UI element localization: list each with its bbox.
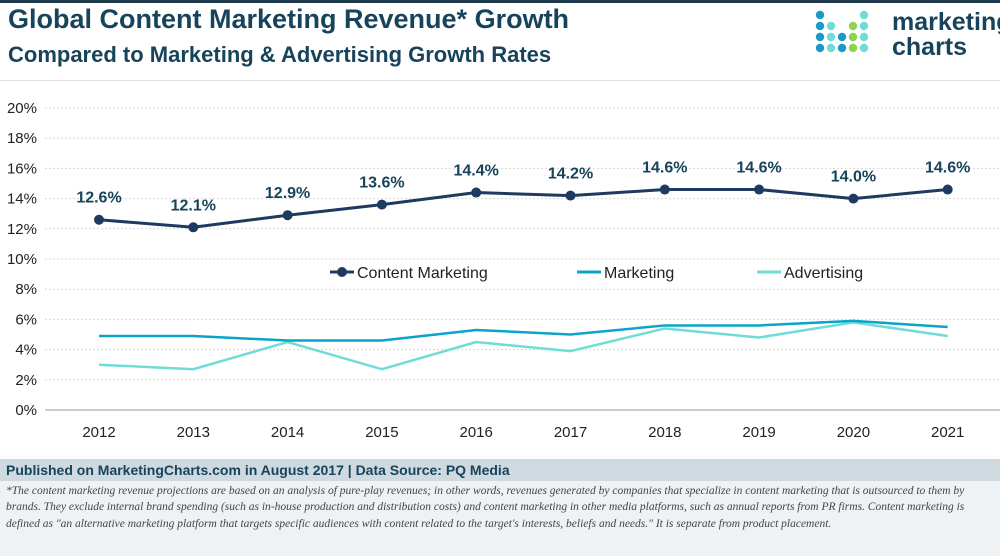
logo-dots-icon (815, 10, 869, 53)
data-point (659, 184, 670, 195)
x-tick-label: 2019 (742, 424, 775, 441)
legend-label: Marketing (604, 265, 674, 282)
data-point (282, 210, 293, 221)
y-tick-label: 16% (7, 160, 37, 177)
data-point (471, 187, 482, 198)
logo-line1: marketing (892, 8, 1000, 36)
line-chart: 0% 2% 4% 6% 8% 10% 12% 14% 16% 18% 20% 2012 2013 2014… (7, 100, 1000, 441)
y-tick-label: 2% (15, 372, 37, 389)
legend-marker (337, 267, 347, 277)
series-line-content-marketing (98, 188, 948, 229)
legend-label: Advertising (784, 265, 863, 282)
logo-dot (826, 21, 836, 31)
chart-title: Global Content Marketing Revenue* Growth (8, 4, 570, 34)
x-tick-label: 2018 (648, 424, 681, 441)
data-label: 14.4% (454, 163, 499, 180)
logo-dot (859, 43, 869, 53)
chart-subtitle: Compared to Marketing & Advertising Grow… (8, 42, 552, 67)
y-tick-label: 18% (7, 130, 37, 147)
logo-dot (815, 10, 825, 20)
legend-label: Content Marketing (357, 265, 488, 282)
logo-dot (837, 43, 847, 53)
logo-dot (826, 32, 836, 42)
data-point (754, 184, 765, 195)
x-tick-label: 2021 (931, 424, 964, 441)
footnote: *The content marketing revenue projectio… (6, 485, 965, 530)
x-tick-label: 2017 (554, 424, 587, 441)
top-bar (0, 0, 1000, 3)
data-label: 12.1% (171, 197, 216, 214)
x-tick-label: 2014 (271, 424, 304, 441)
series-line-marketing (99, 319, 948, 342)
logo-dot (848, 32, 858, 42)
logo-dot (859, 32, 869, 42)
data-label: 13.6% (359, 175, 404, 192)
data-point (565, 190, 576, 201)
logo-dot (815, 43, 825, 53)
data-point (942, 184, 953, 195)
logo-dot (848, 21, 858, 31)
y-tick-label: 8% (15, 281, 37, 298)
y-tick-label: 6% (15, 311, 37, 328)
source-line: Published on MarketingCharts.com in Augu… (0, 459, 1000, 481)
x-tick-label: 2012 (82, 424, 115, 441)
y-tick-label: 4% (15, 342, 37, 359)
logo-dot (848, 43, 858, 53)
x-tick-label: 2013 (177, 424, 210, 441)
data-label: 14.6% (642, 160, 687, 177)
y-tick-label: 20% (7, 100, 37, 117)
marketingcharts-logo: marketing charts (812, 8, 1000, 60)
logo-dot (859, 21, 869, 31)
y-tick-label: 14% (7, 191, 37, 208)
data-point (188, 222, 199, 233)
y-tick-label: 10% (7, 251, 37, 268)
logo-line2: charts (892, 33, 968, 61)
data-label: 14.6% (736, 160, 781, 177)
divider (0, 80, 1000, 81)
data-label: 12.9% (265, 185, 310, 202)
data-label: 14.6% (925, 160, 970, 177)
data-label: 14.2% (548, 166, 593, 183)
logo-dot (815, 32, 825, 42)
y-tick-label: 0% (15, 402, 37, 419)
data-point (848, 193, 859, 204)
series-line-advertising (98, 321, 948, 371)
logo-dot (837, 32, 847, 42)
data-label: 12.6% (76, 190, 121, 207)
data-point (94, 214, 104, 225)
x-tick-label: 2015 (365, 424, 398, 441)
y-tick-label: 12% (7, 221, 37, 238)
data-point (376, 199, 387, 210)
data-label: 14.0% (831, 169, 876, 186)
logo-dot (815, 21, 825, 31)
logo-dot (826, 43, 836, 53)
x-tick-label: 2016 (460, 424, 493, 441)
logo-dot (859, 10, 869, 20)
x-tick-label: 2020 (837, 424, 870, 441)
